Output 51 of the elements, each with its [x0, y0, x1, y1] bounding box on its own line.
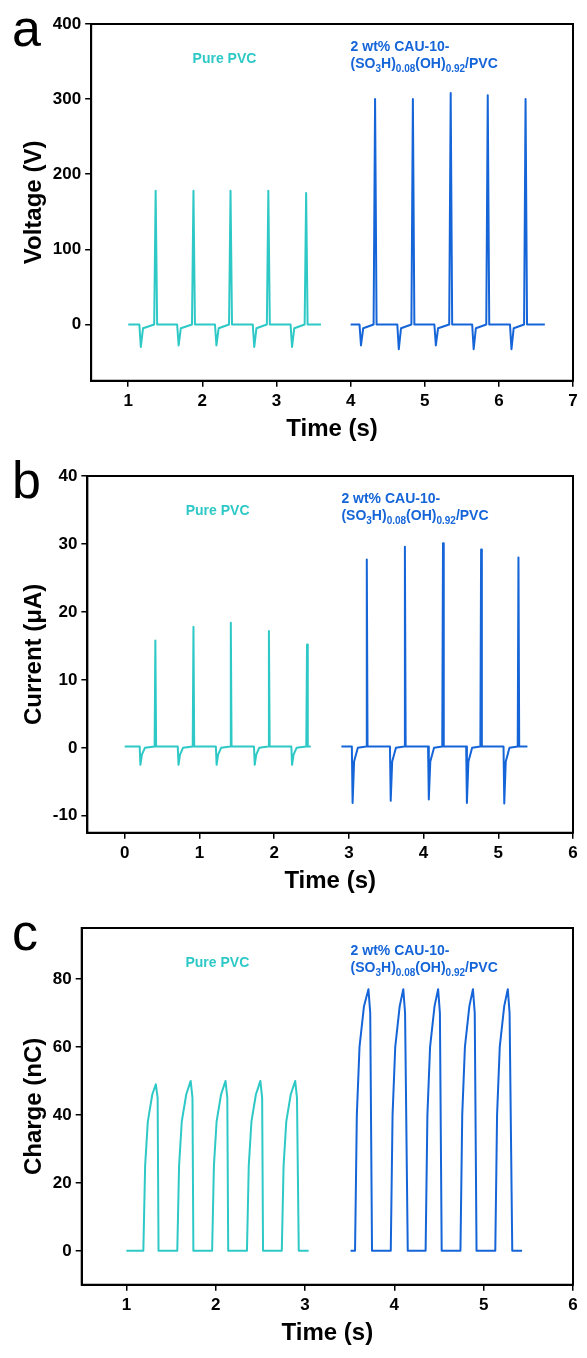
y-axis-title: Voltage (V) — [19, 140, 47, 265]
text: Pure PVC — [185, 954, 250, 971]
x-tick-label: 1 — [123, 390, 133, 410]
y-tick-label: 20 — [58, 601, 78, 621]
chart-title: b — [12, 451, 41, 509]
x-tick-label: 1 — [121, 1294, 132, 1314]
x-tick-label: 3 — [344, 842, 354, 862]
y-axis-title: Current (μA) — [19, 583, 47, 726]
x-tick-label: 2 — [197, 390, 208, 410]
series-label: 2 wt% CAU-10-(SO$_{3}$H)$_{0.08}$(OH)$_{0.92}$/PVC — [350, 942, 498, 980]
x-tick-label: 1 — [194, 842, 205, 862]
y-tick-label: 0 — [71, 314, 82, 334]
x-tick-label: 6 — [568, 842, 578, 862]
y-tick-label: 400 — [52, 13, 82, 33]
x-axis-title: Time (s) — [286, 414, 378, 442]
text: Pure PVC — [185, 502, 250, 519]
x-tick-label: 5 — [493, 842, 504, 862]
x-tick-label: 3 — [300, 1294, 310, 1314]
x-tick-label: 2 — [269, 842, 279, 862]
x-tick-label: 2 — [210, 1294, 221, 1314]
series-label: 2 wt% CAU-10-(SO$_{3}$H)$_{0.08}$(OH)$_{0.92}$/PVC — [350, 38, 498, 76]
y-tick-label: -10 — [52, 805, 78, 825]
chart-title: c — [12, 903, 38, 961]
x-tick-label: 3 — [271, 390, 282, 410]
x-tick-label: 4 — [389, 1294, 400, 1314]
y-tick-label: 0 — [62, 1240, 72, 1260]
y-tick-label: 80 — [52, 968, 72, 988]
x-tick-label: 4 — [345, 390, 356, 410]
chart-title: a — [12, 0, 41, 57]
y-tick-label: 300 — [52, 88, 82, 108]
x-tick-label: 4 — [418, 842, 429, 862]
y-tick-label: 100 — [52, 239, 82, 259]
series-label: 2 wt% CAU-10-(SO$_{3}$H)$_{0.08}$(OH)$_{0.92}$/PVC — [341, 490, 489, 528]
text: Pure PVC — [192, 50, 257, 67]
y-tick-label: 40 — [58, 465, 78, 485]
x-axis-title: Time (s) — [281, 1318, 374, 1346]
y-tick-label: 0 — [67, 737, 78, 757]
x-tick-label: 7 — [568, 390, 578, 410]
y-tick-label: 200 — [52, 163, 82, 183]
y-tick-label: 60 — [52, 1036, 72, 1056]
x-tick-label: 0 — [119, 842, 130, 862]
y-axis-title: Charge (nC) — [19, 1037, 47, 1176]
y-tick-label: 30 — [58, 533, 78, 553]
x-tick-label: 5 — [478, 1294, 489, 1314]
y-tick-label: 10 — [58, 669, 78, 689]
x-tick-label: 5 — [420, 390, 430, 410]
y-tick-label: 20 — [52, 1172, 72, 1192]
y-tick-label: 40 — [52, 1104, 72, 1124]
x-tick-label: 6 — [494, 390, 504, 410]
x-axis-title: Time (s) — [284, 866, 376, 894]
x-tick-label: 6 — [568, 1294, 578, 1314]
